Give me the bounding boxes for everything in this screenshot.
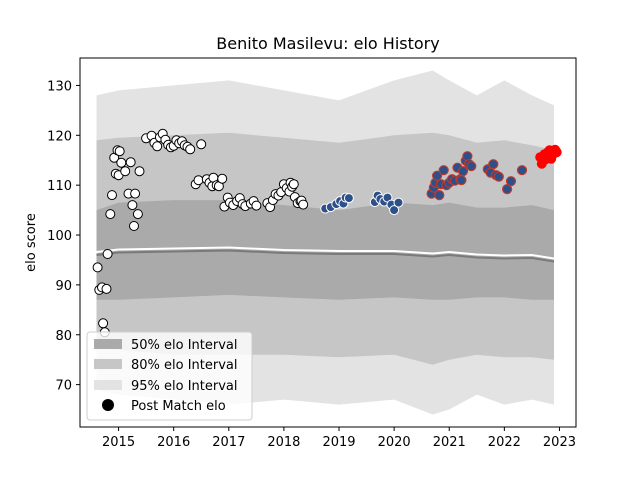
x-tick-label: 2020 bbox=[378, 435, 411, 450]
data-point-white bbox=[101, 283, 112, 294]
data-point-white bbox=[185, 144, 196, 155]
data-point-red bbox=[551, 147, 562, 158]
data-point-blue-red bbox=[434, 190, 445, 201]
legend-label-95: 95% elo Interval bbox=[131, 379, 238, 394]
data-point-white bbox=[288, 179, 299, 190]
data-point-blue-red bbox=[505, 176, 517, 187]
data-point-white bbox=[129, 221, 139, 231]
data-point-blue-red bbox=[488, 159, 499, 170]
legend-swatch-80 bbox=[94, 359, 122, 369]
x-tick-label: 2021 bbox=[433, 435, 466, 450]
y-axis: 70 80 90 100 110 120 130 bbox=[47, 79, 80, 394]
data-point-white bbox=[92, 262, 103, 273]
data-point-white bbox=[217, 173, 228, 184]
legend-label-80: 80% elo Interval bbox=[131, 358, 238, 373]
median-line-dark bbox=[96, 249, 555, 263]
data-point-white bbox=[114, 146, 125, 157]
median-line-light bbox=[96, 246, 555, 260]
data-point-blue-red bbox=[457, 166, 469, 177]
data-point-white bbox=[102, 249, 113, 259]
x-tick-label: 2016 bbox=[157, 435, 190, 450]
legend-box bbox=[86, 331, 253, 421]
data-point-blue bbox=[393, 197, 404, 208]
data-point-white bbox=[251, 200, 262, 211]
data-point-white bbox=[298, 199, 309, 210]
data-point-white bbox=[132, 209, 143, 220]
x-tick-label: 2015 bbox=[102, 435, 135, 450]
y-tick-label: 90 bbox=[55, 279, 72, 294]
data-point-white bbox=[127, 200, 138, 211]
data-point-white bbox=[98, 318, 109, 329]
x-axis: 2015 2016 2017 2018 2019 2020 2021 2022 2023 bbox=[102, 427, 576, 450]
data-point-white bbox=[134, 166, 145, 177]
y-tick-label: 130 bbox=[47, 79, 72, 94]
data-point-white bbox=[116, 157, 127, 168]
data-point-white bbox=[130, 188, 141, 199]
data-point-white bbox=[107, 190, 117, 201]
data-point-white bbox=[152, 141, 163, 152]
y-axis-label: elo score bbox=[24, 213, 39, 272]
plot-frame bbox=[79, 57, 577, 428]
data-point-white bbox=[193, 175, 204, 186]
data-point-blue-red bbox=[502, 184, 513, 195]
y-tick-label: 80 bbox=[55, 329, 72, 344]
y-tick-label: 100 bbox=[47, 229, 72, 244]
data-point-blue-red bbox=[438, 165, 449, 176]
chart-title: Benito Masilevu: elo History bbox=[216, 34, 439, 53]
legend: 50% elo Interval 80% elo Interval 95% el… bbox=[86, 331, 253, 421]
data-point-blue-red bbox=[516, 165, 528, 176]
legend-swatch-50 bbox=[94, 339, 122, 349]
x-tick-label: 2018 bbox=[267, 435, 300, 450]
data-point-blue bbox=[389, 205, 400, 216]
data-point-blue-red bbox=[432, 170, 443, 181]
data-point-blue bbox=[343, 193, 354, 204]
legend-label-post-match: Post Match elo bbox=[131, 399, 226, 414]
post-match-points bbox=[92, 128, 562, 338]
data-point-white bbox=[120, 166, 131, 177]
legend-label-50: 50% elo Interval bbox=[131, 338, 238, 353]
y-tick-label: 70 bbox=[55, 379, 72, 394]
y-tick-label: 110 bbox=[47, 179, 72, 194]
data-point-blue-red bbox=[493, 171, 504, 182]
y-tick-label: 120 bbox=[47, 129, 72, 144]
data-point-white bbox=[105, 209, 116, 220]
x-tick-label: 2023 bbox=[543, 435, 576, 450]
data-point-white bbox=[196, 139, 207, 150]
data-point-white bbox=[125, 157, 136, 168]
x-tick-label: 2022 bbox=[488, 435, 521, 450]
median-lines bbox=[96, 246, 555, 263]
legend-marker-post-match bbox=[102, 399, 114, 411]
x-tick-label: 2019 bbox=[322, 435, 355, 450]
data-point-blue-red bbox=[466, 161, 477, 172]
data-point-blue-red bbox=[456, 175, 467, 186]
x-tick-label: 2017 bbox=[212, 435, 245, 450]
legend-swatch-95 bbox=[94, 380, 122, 390]
